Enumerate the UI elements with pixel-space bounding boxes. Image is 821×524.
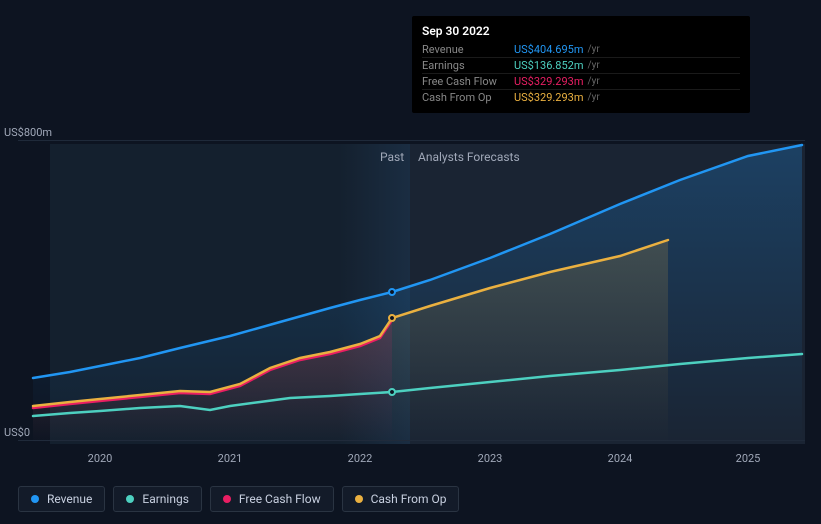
legend-dot-icon [223, 495, 231, 503]
x-tick: 2025 [736, 452, 761, 465]
legend-label: Cash From Op [371, 492, 447, 506]
tooltip-row-value: US$136.852m [514, 59, 584, 72]
marker-cash_from_op [388, 314, 396, 322]
tooltip-row-suffix: /yr [588, 92, 600, 103]
tooltip: Sep 30 2022 RevenueUS$404.695m/yrEarning… [412, 16, 750, 113]
tooltip-row: RevenueUS$404.695m/yr [422, 42, 740, 57]
legend-label: Revenue [47, 492, 92, 506]
tooltip-row-value: US$329.293m [514, 91, 584, 104]
tooltip-row-value: US$329.293m [514, 75, 584, 88]
tooltip-row: EarningsUS$136.852m/yr [422, 57, 740, 73]
marker-earnings [388, 388, 396, 396]
tooltip-row: Free Cash FlowUS$329.293m/yr [422, 73, 740, 89]
x-tick: 2023 [478, 452, 503, 465]
tooltip-row-suffix: /yr [588, 60, 600, 71]
tooltip-row-label: Revenue [422, 43, 514, 56]
legend-item-revenue[interactable]: Revenue [18, 486, 105, 512]
x-tick: 2021 [218, 452, 243, 465]
gridline-0 [18, 440, 805, 441]
tooltip-row-suffix: /yr [588, 44, 600, 55]
tooltip-row-label: Free Cash Flow [422, 75, 514, 88]
legend-dot-icon [355, 495, 363, 503]
legend-dot-icon [31, 495, 39, 503]
legend-dot-icon [126, 495, 134, 503]
future-region-bg [410, 144, 805, 444]
x-tick: 2024 [608, 452, 633, 465]
legend-label: Earnings [142, 492, 189, 506]
legend-label: Free Cash Flow [239, 492, 321, 506]
future-label: Analysts Forecasts [418, 150, 520, 164]
tooltip-title: Sep 30 2022 [422, 24, 740, 38]
marker-revenue [388, 288, 396, 296]
tooltip-row-suffix: /yr [588, 76, 600, 87]
tooltip-row: Cash From OpUS$329.293m/yr [422, 89, 740, 105]
past-label: Past [380, 150, 404, 164]
tooltip-row-label: Cash From Op [422, 91, 514, 104]
legend: Revenue Earnings Free Cash Flow Cash From O… [18, 486, 459, 512]
y-tick-0: US$0 [4, 426, 30, 439]
x-tick: 2022 [348, 452, 373, 465]
y-tick-800: US$800m [4, 126, 52, 139]
tooltip-row-value: US$404.695m [514, 43, 584, 56]
legend-item-free-cash-flow[interactable]: Free Cash Flow [210, 486, 334, 512]
tooltip-row-label: Earnings [422, 59, 514, 72]
x-tick: 2020 [88, 452, 113, 465]
legend-item-cash-from-op[interactable]: Cash From Op [342, 486, 460, 512]
gridline-800 [18, 140, 805, 141]
past-region-bg [50, 144, 410, 444]
legend-item-earnings[interactable]: Earnings [113, 486, 202, 512]
